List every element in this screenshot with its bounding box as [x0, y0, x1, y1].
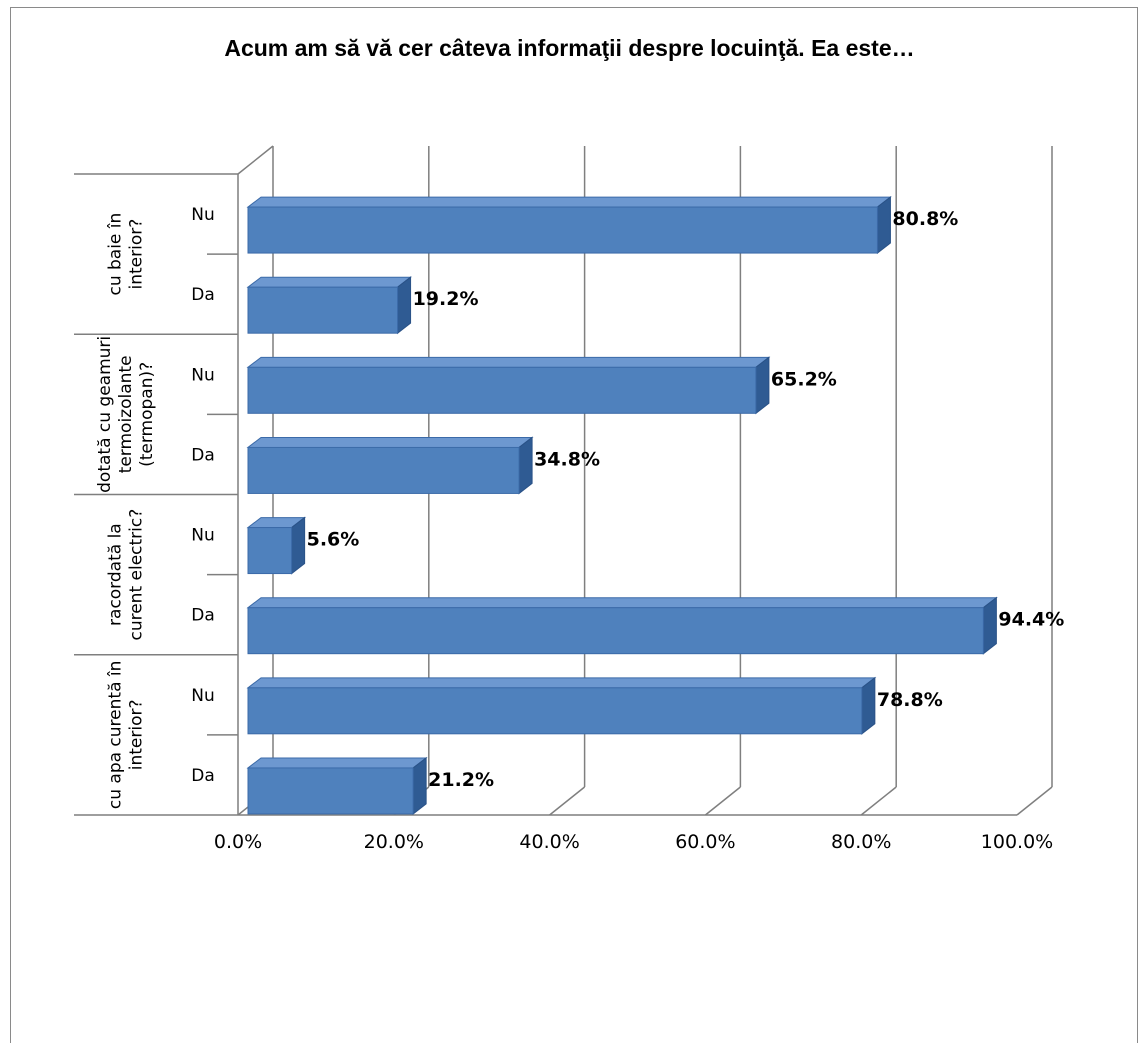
- group-label: racordată lacurent electric?: [106, 509, 147, 641]
- bar: [247, 527, 293, 575]
- bar: [247, 286, 399, 334]
- floor-gridline: [704, 786, 741, 816]
- data-label: 80.8%: [892, 208, 958, 230]
- category-label: Nu: [191, 365, 215, 385]
- category-label: Da: [191, 606, 215, 626]
- group-label: cu apa curentă îninterior?: [106, 661, 147, 810]
- bar: [247, 366, 757, 414]
- group-label-line: interior?: [127, 700, 147, 771]
- category-label: Da: [191, 285, 215, 305]
- bar-top: [246, 276, 413, 288]
- data-label: 34.8%: [534, 448, 600, 470]
- bar-side: [518, 436, 533, 495]
- group-label: cu baie îninterior?: [106, 213, 147, 296]
- chart-title: Acum am să vă cer câteva informaţii desp…: [224, 35, 915, 61]
- bar-side: [982, 596, 997, 655]
- floor-gridline: [549, 786, 586, 816]
- bar-side: [291, 516, 306, 575]
- x-tick-label: 40.0%: [519, 831, 579, 853]
- bar-side: [397, 276, 412, 335]
- group-label-line: interior?: [127, 219, 147, 290]
- data-label: 78.8%: [877, 689, 943, 711]
- group-label-line: termoizolante: [116, 355, 136, 473]
- x-tick-label: 80.0%: [831, 831, 891, 853]
- x-tick-label: 60.0%: [675, 831, 735, 853]
- bar: [247, 687, 863, 735]
- group-label-line: cu apa curentă în: [106, 661, 126, 810]
- floor-gridline: [1016, 786, 1053, 816]
- bar-side: [412, 756, 427, 815]
- category-label: Da: [191, 445, 215, 465]
- bar-side: [861, 676, 876, 735]
- bar-top: [246, 597, 998, 609]
- bar: [247, 446, 520, 494]
- group-label-line: cu baie în: [106, 213, 126, 296]
- wall-edge: [237, 145, 274, 175]
- bar-top: [246, 757, 428, 769]
- x-tick-label: 20.0%: [364, 831, 424, 853]
- data-label: 94.4%: [998, 609, 1064, 631]
- group-label-line: racordată la: [106, 523, 126, 626]
- bar: [247, 607, 984, 655]
- bar-top: [246, 196, 892, 208]
- bar-side: [876, 196, 891, 255]
- bar: [247, 206, 878, 254]
- x-tick-label: 0.0%: [214, 831, 262, 853]
- category-label: Nu: [191, 205, 215, 225]
- bar: [247, 767, 414, 815]
- group-label: dotată cu geamuritermoizolante(termopan)…: [95, 336, 157, 493]
- category-label: Nu: [191, 686, 215, 706]
- category-label: Da: [191, 766, 215, 786]
- floor-gridline: [860, 786, 897, 816]
- category-label: Nu: [191, 526, 215, 546]
- group-label-line: curent electric?: [127, 509, 147, 641]
- data-label: 5.6%: [307, 529, 360, 551]
- chart-frame: [10, 7, 1138, 1043]
- bar-top: [246, 677, 877, 689]
- group-label-line: dotată cu geamuri: [95, 336, 115, 493]
- data-label: 21.2%: [428, 769, 494, 791]
- data-label: 19.2%: [413, 288, 479, 310]
- bar-side: [755, 356, 770, 415]
- bar-top: [246, 356, 771, 368]
- data-label: 65.2%: [771, 368, 837, 390]
- group-label-line: (termopan)?: [137, 362, 157, 467]
- x-tick-label: 100.0%: [981, 831, 1053, 853]
- bar-top: [246, 436, 534, 448]
